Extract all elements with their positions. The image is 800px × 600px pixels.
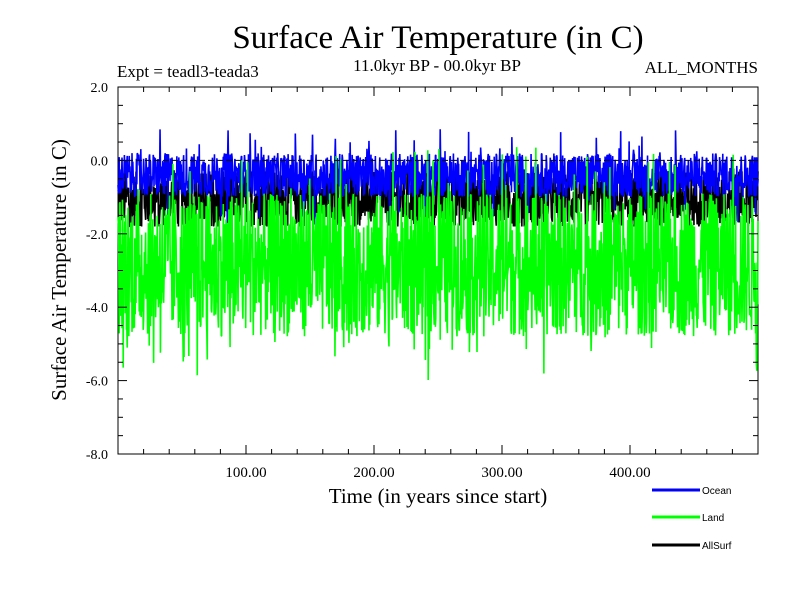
x-tick-label: 100.00	[225, 465, 266, 481]
y-tick-label: -6.0	[86, 375, 108, 390]
y-axis-label: Surface Air Temperature (in C)	[47, 139, 71, 401]
x-tick-label: 300.00	[481, 465, 522, 481]
time-range-label: 11.0kyr BP - 00.0kyr BP	[353, 56, 521, 75]
chart-title: Surface Air Temperature (in C)	[232, 20, 643, 56]
y-tick-label: -2.0	[86, 228, 108, 243]
legend-label-ocean: Ocean	[702, 486, 731, 497]
y-tick-label: 2.0	[91, 81, 109, 96]
x-tick-label: 200.00	[353, 465, 394, 481]
x-tick-label: 400.00	[609, 465, 650, 481]
ticks-layer: 2.0 0.0 -2.0 -4.0 -6.0 -8.0 100.00 200.00 300.00…	[86, 81, 758, 481]
y-tick-label: 0.0	[91, 154, 109, 169]
experiment-label: Expt = teadl3-teada3	[117, 62, 259, 81]
y-tick-label: -8.0	[86, 448, 108, 463]
plot-area: 2.0 0.0 -2.0 -4.0 -6.0 -8.0 100.00 200.00 300.00…	[86, 81, 759, 481]
series-line-land	[117, 147, 759, 380]
series-layer	[117, 129, 759, 380]
legend-label-allsurf: AllSurf	[702, 541, 732, 552]
y-tick-label: -4.0	[86, 301, 108, 316]
months-label: ALL_MONTHS	[645, 58, 758, 77]
legend: Ocean Land AllSurf	[652, 486, 732, 552]
x-axis-label: Time (in years since start)	[329, 484, 548, 508]
legend-label-land: Land	[702, 513, 724, 524]
